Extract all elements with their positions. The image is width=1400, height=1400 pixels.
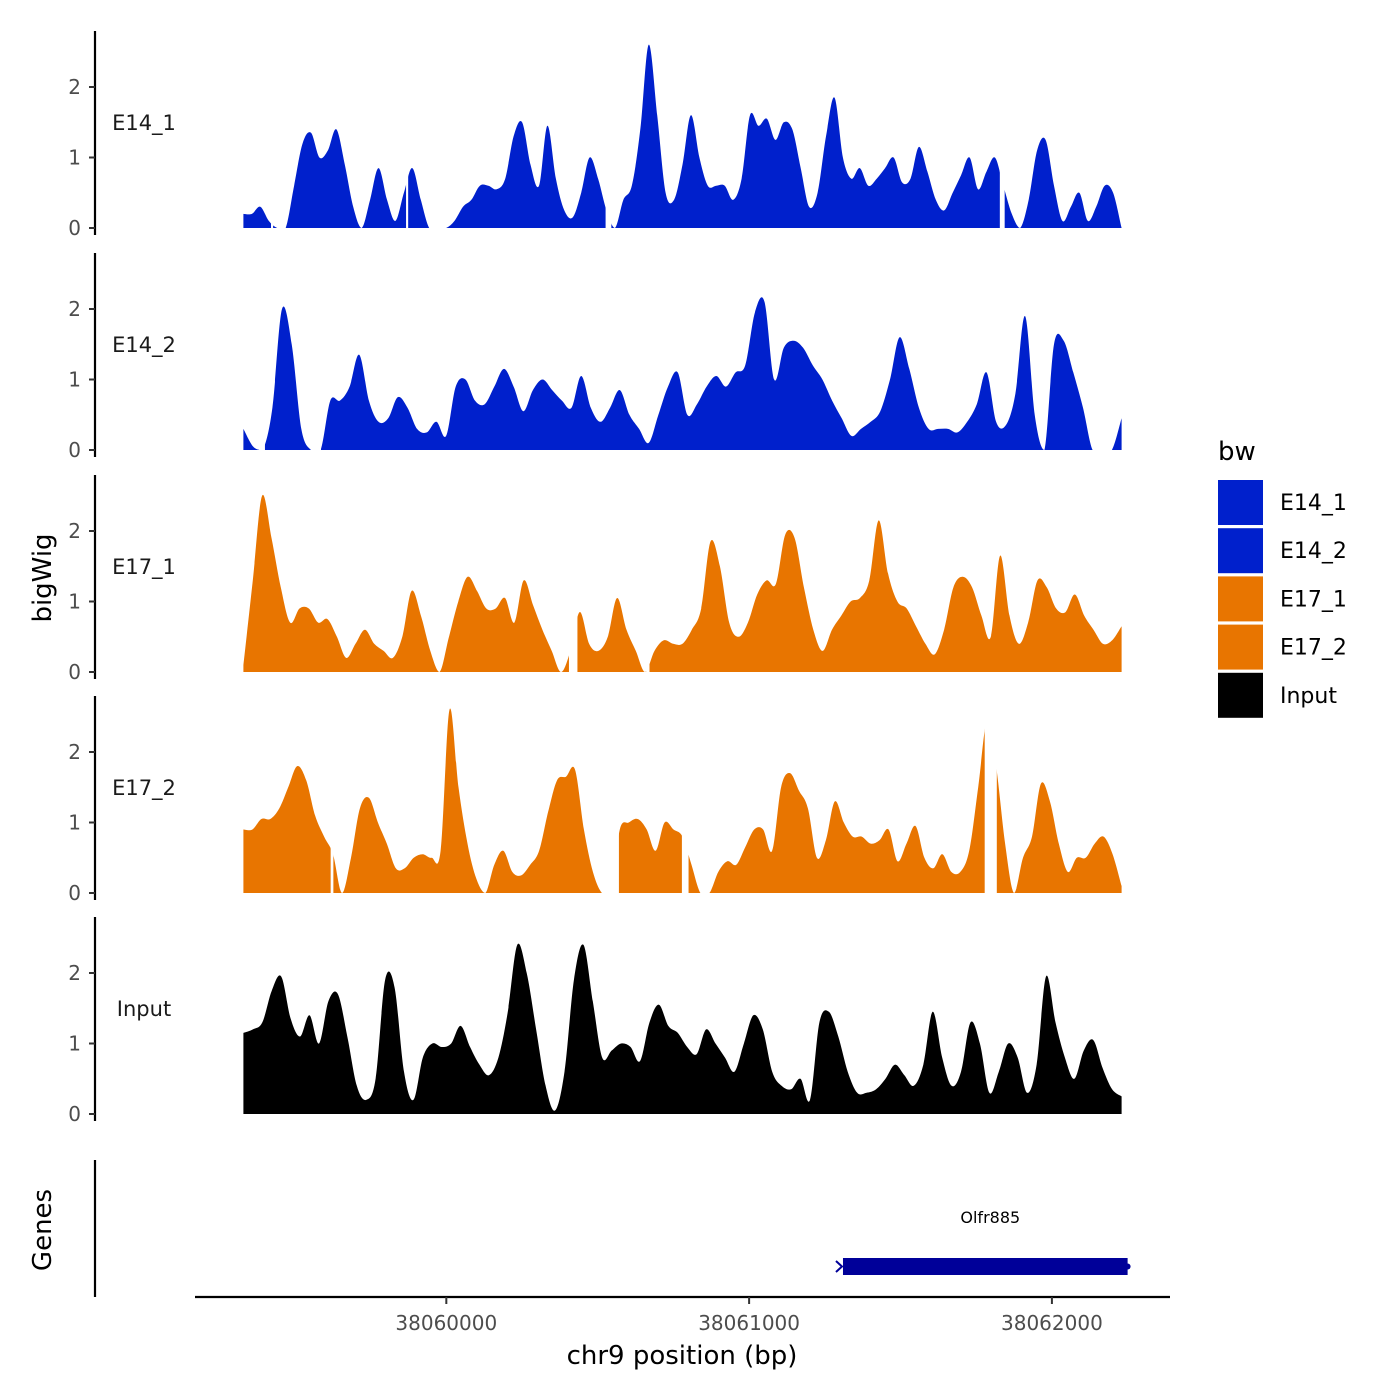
signal-area-E14_2 xyxy=(243,297,1122,450)
coverage-gap xyxy=(605,31,612,229)
legend-label: E14_1 xyxy=(1280,491,1347,516)
y-tick-label: 0 xyxy=(68,881,81,905)
y-tick-label: 2 xyxy=(68,75,81,99)
signal-area-Input xyxy=(243,943,1122,1114)
signal-area-E17_2 xyxy=(243,708,1122,893)
y-tick-label: 0 xyxy=(68,1102,81,1126)
signal-area-E17_1 xyxy=(243,494,1122,672)
track-E17_2: 0 1 2 E17_2 xyxy=(68,696,1122,905)
legend-entry-E17_2: E17_2 xyxy=(1218,624,1347,670)
legend-swatch xyxy=(1218,528,1263,574)
x-tick-label: 38062000 xyxy=(1001,1311,1103,1335)
track-E14_1: 0 1 2 E14_1 xyxy=(68,31,1122,240)
legend-label: E14_2 xyxy=(1280,539,1347,564)
gene-strand-arrow xyxy=(835,1260,844,1273)
gene-Olfr885: Olfr885 xyxy=(835,1208,1131,1275)
coverage-gap xyxy=(984,696,997,894)
gene-end-marker xyxy=(1124,1263,1131,1270)
y-tick-label: 0 xyxy=(68,438,81,462)
y-tick-label: 2 xyxy=(68,740,81,764)
legend: bw E14_1 E14_2 E17_1 E17_2 Input xyxy=(1218,437,1347,718)
legend-swatch xyxy=(1218,624,1263,670)
legend-title: bw xyxy=(1218,437,1256,467)
track-E14_2: 0 1 2 E14_2 xyxy=(68,253,1122,462)
y-tick-label: 2 xyxy=(68,961,81,985)
track-Input: 0 1 2 Input xyxy=(68,917,1122,1126)
coverage-gap xyxy=(259,253,265,451)
y-tick-label: 0 xyxy=(68,660,81,684)
coverage-gap xyxy=(1094,253,1111,451)
track-label: E14_1 xyxy=(112,111,176,136)
y-tick-label: 0 xyxy=(68,216,81,240)
y-tick-label: 1 xyxy=(68,590,81,614)
gene-track-title: Genes xyxy=(28,1189,58,1271)
legend-entry-E17_1: E17_1 xyxy=(1218,576,1347,622)
legend-swatch xyxy=(1218,480,1263,525)
gene-track: Olfr885 xyxy=(93,1160,1131,1297)
coverage-gap xyxy=(606,696,619,894)
y-axis-title: bigWig xyxy=(28,533,58,622)
bigwig-tracks: 0 1 2 E14_1 0 1 2 E14_2 0 1 2 E17_1 0 1 2 E17_2 0 1 2 Input xyxy=(68,31,1122,1126)
y-tick-label: 1 xyxy=(68,811,81,835)
x-tick-label: 38060000 xyxy=(395,1311,497,1335)
track-label: E17_1 xyxy=(112,555,176,580)
track-label: E14_2 xyxy=(112,333,176,358)
y-tick-label: 1 xyxy=(68,368,81,392)
coverage-gap xyxy=(312,253,321,451)
legend-label: E17_1 xyxy=(1280,587,1347,612)
legend-label: Input xyxy=(1280,684,1337,709)
x-axis: 38060000 38061000 38062000 xyxy=(195,1295,1170,1335)
coverage-gap xyxy=(271,31,274,229)
legend-entry-E14_2: E14_2 xyxy=(1218,528,1347,574)
x-tick-label: 38061000 xyxy=(698,1311,800,1335)
gene-label: Olfr885 xyxy=(960,1208,1020,1227)
track-E17_1: 0 1 2 E17_1 xyxy=(68,475,1122,684)
track-label: Input xyxy=(117,997,171,1021)
coverage-gap xyxy=(646,475,650,673)
track-label: E17_2 xyxy=(112,776,176,801)
legend-label: E17_2 xyxy=(1280,636,1347,661)
y-tick-label: 2 xyxy=(68,297,81,321)
coverage-gap xyxy=(999,31,1005,229)
legend-entry-E14_1: E14_1 xyxy=(1218,480,1347,525)
y-tick-label: 1 xyxy=(68,146,81,170)
signal-area-E14_1 xyxy=(243,44,1122,228)
coverage-gap xyxy=(681,696,689,894)
y-tick-label: 2 xyxy=(68,519,81,543)
gene-body xyxy=(842,1258,1128,1275)
coverage-gap xyxy=(406,31,409,229)
legend-swatch xyxy=(1218,576,1263,622)
legend-entry-Input: Input xyxy=(1218,672,1337,718)
coverage-gap xyxy=(330,696,334,894)
coverage-gap xyxy=(568,475,578,673)
x-axis-title: chr9 position (bp) xyxy=(567,1341,798,1371)
y-tick-label: 1 xyxy=(68,1032,81,1056)
legend-swatch xyxy=(1218,672,1263,718)
